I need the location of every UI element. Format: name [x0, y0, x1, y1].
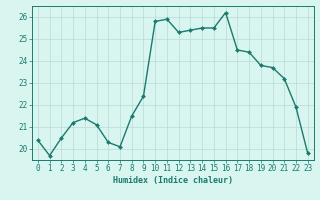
X-axis label: Humidex (Indice chaleur): Humidex (Indice chaleur) [113, 176, 233, 185]
